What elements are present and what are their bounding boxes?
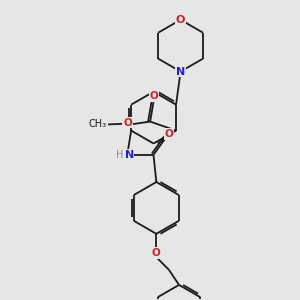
Text: N: N <box>125 150 134 160</box>
Text: N: N <box>176 67 185 76</box>
Text: O: O <box>165 129 173 139</box>
Text: H: H <box>116 150 123 160</box>
Text: O: O <box>149 91 158 101</box>
Text: CH₃: CH₃ <box>88 119 106 130</box>
Text: O: O <box>123 118 132 128</box>
Text: O: O <box>152 248 161 258</box>
Text: O: O <box>176 15 185 25</box>
